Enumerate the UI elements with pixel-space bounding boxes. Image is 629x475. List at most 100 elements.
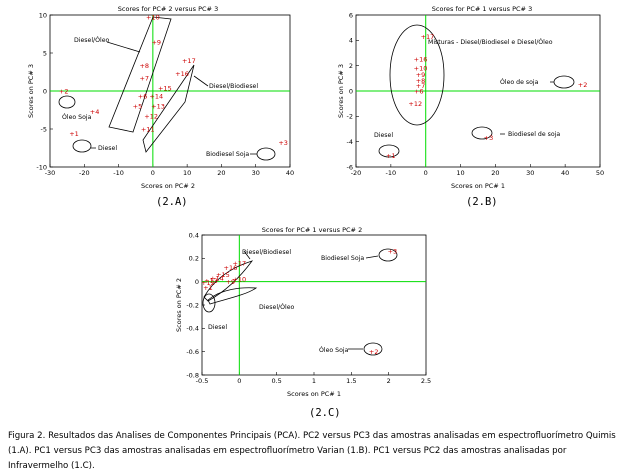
data-point: +7: [139, 74, 149, 82]
annotation-misturas-text: Misturas - Diesel/Biodiesel e Diesel/Óle…: [428, 37, 553, 46]
chart-title: Scores for PC# 1 versus PC# 2: [262, 226, 362, 234]
x-tick-label: 2: [387, 377, 391, 385]
x-ticks: -30 -20 -10 0 10 20 30 40: [45, 164, 294, 177]
y-tick-label: 10: [39, 11, 47, 19]
data-point: +4: [90, 108, 100, 116]
data-point: +11: [141, 125, 155, 133]
chart-panel-a: Scores for PC# 2 versus PC# 3 -30 -20 -10 0…: [10, 2, 310, 197]
data-point: +13: [204, 277, 218, 285]
diesel-oleo-outline: [108, 16, 172, 133]
chart-title: Scores for PC# 2 versus PC# 3: [118, 5, 218, 13]
x-tick-label: -20: [79, 169, 90, 177]
reference-lines: [202, 235, 426, 375]
x-ticks: -20 -10 0 10 20 30 40 50: [351, 164, 604, 177]
chart-svg-c: Scores for PC# 1 versus PC# 2 -0.5 0 0.5 1 1…: [175, 226, 431, 398]
data-point: +9: [151, 39, 161, 47]
y-tick-label: 6: [349, 11, 353, 19]
points: +10 +9 +8 +7 +16 +17 +15+14+6 +5 +13+12 +11 +4 +3 +2…: [59, 14, 288, 147]
data-point: +12: [201, 279, 215, 287]
x-tick-label: -0.5: [196, 377, 209, 385]
y-tick-label: 0: [195, 278, 199, 286]
x-tick-label: 1: [312, 377, 316, 385]
data-point: +2: [59, 87, 69, 95]
subcaption-b: (2.B): [466, 196, 498, 208]
data-point: +6: [414, 87, 424, 95]
data-point: +1: [386, 152, 396, 160]
annotation-oleo-soja: Óleo Soja: [319, 345, 349, 354]
chart-svg-b: Scores for PC# 1 versus PC# 3 -20 -10 0 10 2…: [337, 5, 604, 190]
group-outlines: [58, 16, 276, 161]
biodiesel-soja-outline: [471, 126, 493, 140]
chart-title: Scores for PC# 1 versus PC# 3: [432, 5, 532, 13]
group-outlines: [378, 24, 575, 158]
annotation-oleo-de-soja: Óleo de soja: [500, 77, 539, 86]
misturas-outline: [389, 24, 445, 126]
annotation-oleo-soja: Óleo Soja: [62, 112, 92, 121]
x-tick-label: 0: [424, 169, 428, 177]
diesel-outline: [202, 293, 216, 313]
x-tick-label: 20: [491, 169, 499, 177]
data-point: +6: [138, 93, 148, 101]
annotation-biodiesel-soja: Biodiesel Soja: [206, 151, 249, 158]
oleo-soja-outline: [58, 95, 76, 109]
x-axis-label: Scores on PC# 1: [451, 182, 505, 190]
data-point: +16: [224, 264, 238, 272]
y-tick-label: -4: [347, 138, 353, 146]
diesel-outline: [378, 144, 400, 158]
x-tick-label: -30: [45, 169, 56, 177]
data-point: +2: [578, 81, 588, 89]
annotation-diesel-biodiesel: Diesel/Biodiesel: [209, 83, 258, 90]
annotation-biodiesel-soja: Biodiesel Soja: [321, 255, 364, 262]
leader-lines: [243, 250, 379, 350]
y-tick-label: 0: [43, 87, 47, 95]
data-point: +8: [416, 77, 426, 85]
y-axis-label: Scores on PC# 2: [175, 278, 183, 332]
y-tick-label: 4: [349, 37, 353, 45]
data-point: +15: [158, 84, 172, 92]
diesel-outline: [72, 139, 92, 153]
leader-lines: [91, 41, 257, 155]
x-tick-label: 40: [286, 169, 294, 177]
data-point: +14: [149, 93, 163, 101]
data-point: +7: [416, 82, 426, 90]
x-tick-label: 20: [217, 169, 225, 177]
annotation-diesel-oleo: Diesel/Óleo: [74, 35, 110, 44]
data-point: +3: [388, 248, 398, 256]
y-tick-label: 5: [43, 49, 47, 57]
data-point: +3: [278, 139, 288, 147]
y-tick-label: -0.8: [186, 371, 199, 379]
points: +17 +16+10+9+8+7+6 +12 +2 +3 +1: [386, 33, 587, 160]
annotation-diesel: Diesel: [98, 145, 117, 152]
data-point: +5: [133, 103, 143, 111]
data-point: +10: [232, 276, 246, 284]
x-tick-label: 10: [183, 169, 191, 177]
data-point: +12: [144, 112, 158, 120]
subcaption-a: (2.A): [156, 196, 188, 208]
y-tick-label: -0.4: [186, 325, 199, 333]
x-tick-label: 30: [526, 169, 534, 177]
data-point: +9: [416, 71, 426, 79]
y-tick-label: 0.2: [189, 255, 199, 263]
data-point: +14: [210, 274, 224, 282]
diesel-biodiesel-outline: [203, 260, 254, 302]
group-outlines: [202, 248, 398, 356]
reference-lines: [50, 15, 290, 167]
x-tick-label: 30: [252, 169, 260, 177]
y-tick-label: 0: [349, 87, 353, 95]
data-point: +15: [216, 271, 230, 279]
oleo-soja-outline: [363, 342, 383, 356]
subcaption-c: (2.C): [309, 407, 341, 419]
x-tick-label: -20: [351, 169, 362, 177]
leader-lines: [500, 81, 554, 135]
data-point: +3: [484, 134, 494, 142]
data-point: +16: [414, 56, 428, 64]
data-point: +10: [146, 14, 160, 22]
data-point: +1: [69, 130, 79, 138]
x-tick-label: 40: [561, 169, 569, 177]
data-point: +2: [369, 348, 379, 356]
annotation-diesel-biodiesel: Diesel/Biodiesel: [242, 249, 291, 256]
y-tick-label: 0.4: [189, 231, 199, 239]
x-tick-label: 10: [456, 169, 464, 177]
plot-frame: [201, 234, 427, 376]
points: +17+16+15+14+13+12 +10+9 +3 +2 +1: [201, 248, 397, 356]
